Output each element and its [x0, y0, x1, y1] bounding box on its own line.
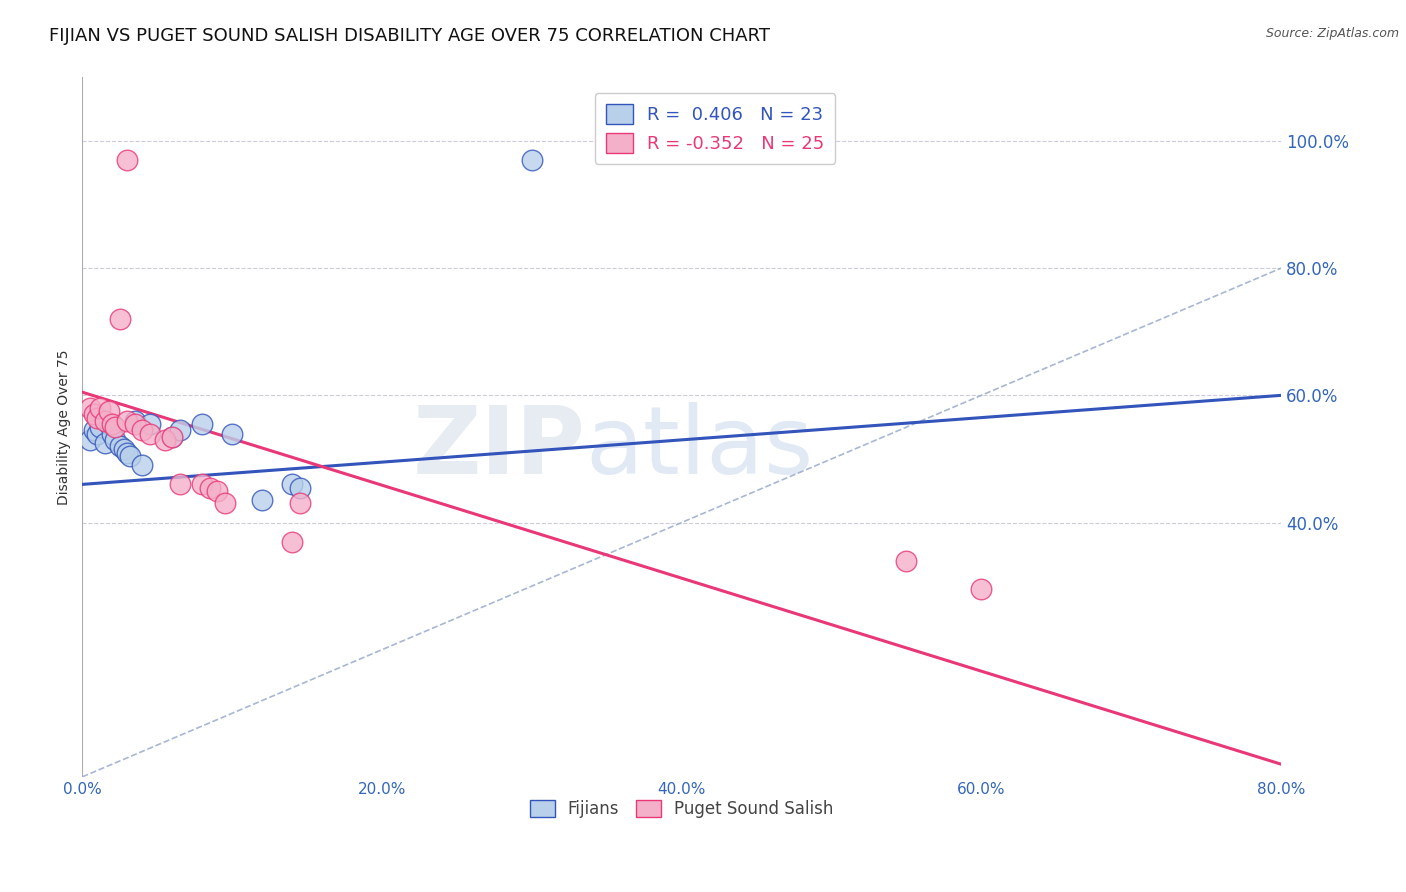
Y-axis label: Disability Age Over 75: Disability Age Over 75 — [58, 350, 72, 505]
Point — [896, 554, 918, 568]
Point — [89, 401, 111, 415]
Point — [169, 477, 191, 491]
Point — [112, 442, 135, 457]
Text: Source: ZipAtlas.com: Source: ZipAtlas.com — [1265, 27, 1399, 40]
Point — [83, 408, 105, 422]
Point — [970, 582, 993, 597]
Point — [214, 496, 236, 510]
Point — [288, 481, 311, 495]
Text: FIJIAN VS PUGET SOUND SALISH DISABILITY AGE OVER 75 CORRELATION CHART: FIJIAN VS PUGET SOUND SALISH DISABILITY … — [49, 27, 770, 45]
Point — [98, 417, 121, 431]
Point — [101, 426, 124, 441]
Point — [160, 430, 183, 444]
Point — [198, 481, 221, 495]
Point — [288, 496, 311, 510]
Text: atlas: atlas — [586, 402, 814, 494]
Point — [115, 153, 138, 167]
Point — [191, 417, 214, 431]
Point — [101, 417, 124, 431]
Point — [98, 404, 121, 418]
Point — [120, 449, 142, 463]
Legend: Fijians, Puget Sound Salish: Fijians, Puget Sound Salish — [523, 793, 841, 824]
Point — [89, 420, 111, 434]
Point — [221, 426, 243, 441]
Point — [131, 458, 153, 473]
Point — [94, 436, 117, 450]
Point — [83, 423, 105, 437]
Point — [79, 433, 101, 447]
Point — [115, 414, 138, 428]
Point — [108, 312, 131, 326]
Point — [94, 414, 117, 428]
Point — [153, 433, 176, 447]
Point — [205, 483, 228, 498]
Point — [79, 401, 101, 415]
Point — [115, 445, 138, 459]
Point — [281, 477, 304, 491]
Point — [124, 414, 146, 428]
Point — [138, 417, 160, 431]
Point — [281, 534, 304, 549]
Point — [160, 430, 183, 444]
Point — [250, 493, 273, 508]
Point — [191, 477, 214, 491]
Point — [104, 433, 127, 447]
Point — [108, 439, 131, 453]
Point — [86, 426, 108, 441]
Point — [104, 420, 127, 434]
Point — [138, 426, 160, 441]
Point — [86, 410, 108, 425]
Point — [520, 153, 543, 167]
Point — [131, 423, 153, 437]
Text: ZIP: ZIP — [413, 402, 586, 494]
Point — [124, 417, 146, 431]
Point — [169, 423, 191, 437]
